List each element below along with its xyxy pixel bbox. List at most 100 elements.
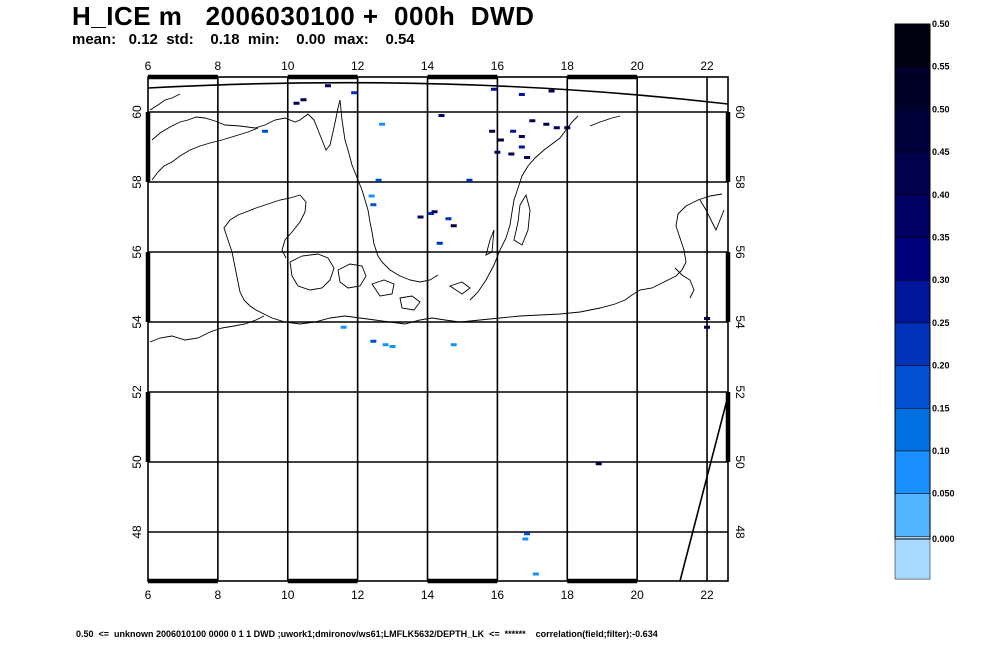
ice-cell — [293, 101, 300, 105]
legend-swatch — [894, 237, 931, 281]
legend-frame — [894, 23, 931, 540]
ice-cell — [370, 339, 377, 343]
lat-tick-label: 58 — [733, 175, 747, 189]
legend-label: 0.10 — [932, 446, 950, 456]
lat-tick-label: 52 — [130, 385, 144, 399]
legend-swatch — [894, 23, 931, 67]
lat-tick-label: 50 — [733, 455, 747, 469]
lon-tick-label: 14 — [421, 59, 435, 73]
ice-cell — [564, 126, 571, 130]
ice-cell — [490, 87, 497, 91]
ice-cell — [379, 122, 386, 126]
lon-tick-label: 20 — [630, 59, 644, 73]
ice-cell — [375, 178, 382, 182]
footer-info: 0.50 <= unknown 2006010100 0000 0 1 1 DW… — [76, 629, 658, 639]
lat-tick-label: 58 — [130, 175, 144, 189]
map-background — [148, 77, 728, 581]
ice-cell — [524, 156, 531, 159]
ice-cell — [438, 114, 445, 117]
lon-tick-label: 6 — [145, 588, 152, 602]
lat-tick-label: 56 — [733, 245, 747, 259]
ice-cell — [508, 152, 515, 156]
ice-cell — [494, 150, 501, 154]
frame-thick-segments — [145, 74, 731, 584]
lon-tick-label: 6 — [145, 59, 152, 73]
ice-cell — [389, 345, 396, 348]
legend-label: 0.35 — [932, 233, 950, 243]
lon-tick-label: 10 — [281, 588, 295, 602]
ice-cell — [262, 129, 269, 133]
lon-tick-label: 8 — [215, 588, 222, 602]
ice-cell — [510, 129, 517, 133]
lat-tick-label: 48 — [130, 525, 144, 539]
lat-tick-label: 54 — [130, 315, 144, 329]
legend-label: 0.50 — [932, 19, 950, 29]
ice-cell — [417, 215, 424, 219]
lon-tick-label: 8 — [215, 59, 222, 73]
latitude-labels-right: 60 58 56 54 52 50 48 — [733, 105, 747, 539]
legend-swatch — [894, 66, 931, 110]
ice-cell — [543, 122, 550, 126]
legend-swatch — [894, 536, 931, 580]
ice-cell — [704, 317, 711, 320]
ice-cell — [370, 203, 377, 207]
lat-tick-label: 54 — [733, 315, 747, 329]
ice-cell — [382, 343, 389, 347]
legend-label: 0.15 — [932, 403, 950, 413]
legend-label: 0.000 — [932, 534, 955, 544]
coastlines — [149, 93, 725, 343]
ice-cell — [340, 325, 347, 329]
field-statistics: mean: 0.12 std: 0.18 min: 0.00 max: 0.54 — [72, 31, 415, 48]
legend-swatch — [894, 365, 931, 409]
ice-cell — [428, 212, 435, 215]
lon-tick-label: 12 — [351, 59, 365, 73]
lat-tick-label: 52 — [733, 385, 747, 399]
lon-tick-label: 12 — [351, 588, 365, 602]
ice-cell — [466, 178, 473, 182]
ice-cell — [436, 241, 443, 245]
ice-cell — [522, 537, 529, 541]
lon-tick-label: 18 — [561, 588, 575, 602]
ice-cell — [553, 126, 560, 130]
ice-cell — [595, 462, 602, 466]
lat-tick-label: 56 — [130, 245, 144, 259]
ice-cell — [300, 98, 307, 102]
ice-cell — [524, 532, 531, 536]
lat-tick-label: 50 — [130, 455, 144, 469]
ice-cell — [532, 572, 539, 576]
legend-swatch — [894, 279, 931, 324]
ice-cell — [518, 145, 525, 149]
color-legend: 0.50 0.55 0.50 0.45 0.40 0.35 0.30 0.25 0.20 0.15… — [894, 19, 955, 580]
longitude-labels-bottom: 6 8 10 12 14 16 18 20 22 — [145, 588, 714, 602]
lon-tick-label: 22 — [700, 59, 714, 73]
lon-tick-label: 22 — [700, 588, 714, 602]
lat-tick-label: 60 — [130, 105, 144, 119]
projection-boundary — [147, 81, 729, 582]
legend-swatch — [894, 493, 931, 537]
lon-tick-label: 20 — [630, 588, 644, 602]
ice-cell — [548, 89, 555, 93]
lat-lon-grid — [148, 77, 728, 581]
ice-cell — [368, 194, 375, 198]
legend-swatch — [894, 322, 931, 366]
legend-swatch — [894, 450, 931, 494]
legend-swatch — [894, 194, 931, 238]
ice-cell — [704, 325, 711, 329]
ice-cell — [445, 217, 452, 221]
legend-swatch — [894, 408, 931, 452]
lon-tick-label: 16 — [491, 59, 505, 73]
ice-cell — [529, 119, 536, 123]
ice-cell — [431, 210, 438, 214]
legend-swatch — [894, 151, 931, 196]
lon-tick-label: 10 — [281, 59, 295, 73]
ice-cell — [518, 135, 525, 138]
legend-label: 0.30 — [932, 275, 950, 285]
legend-label: 0.25 — [932, 318, 950, 328]
lon-tick-label: 16 — [491, 588, 505, 602]
legend-label: 0.050 — [932, 489, 955, 499]
ice-cell — [497, 138, 504, 142]
legend-label: 0.45 — [932, 147, 950, 157]
ice-cell — [489, 129, 496, 133]
lat-tick-label: 48 — [733, 525, 747, 539]
